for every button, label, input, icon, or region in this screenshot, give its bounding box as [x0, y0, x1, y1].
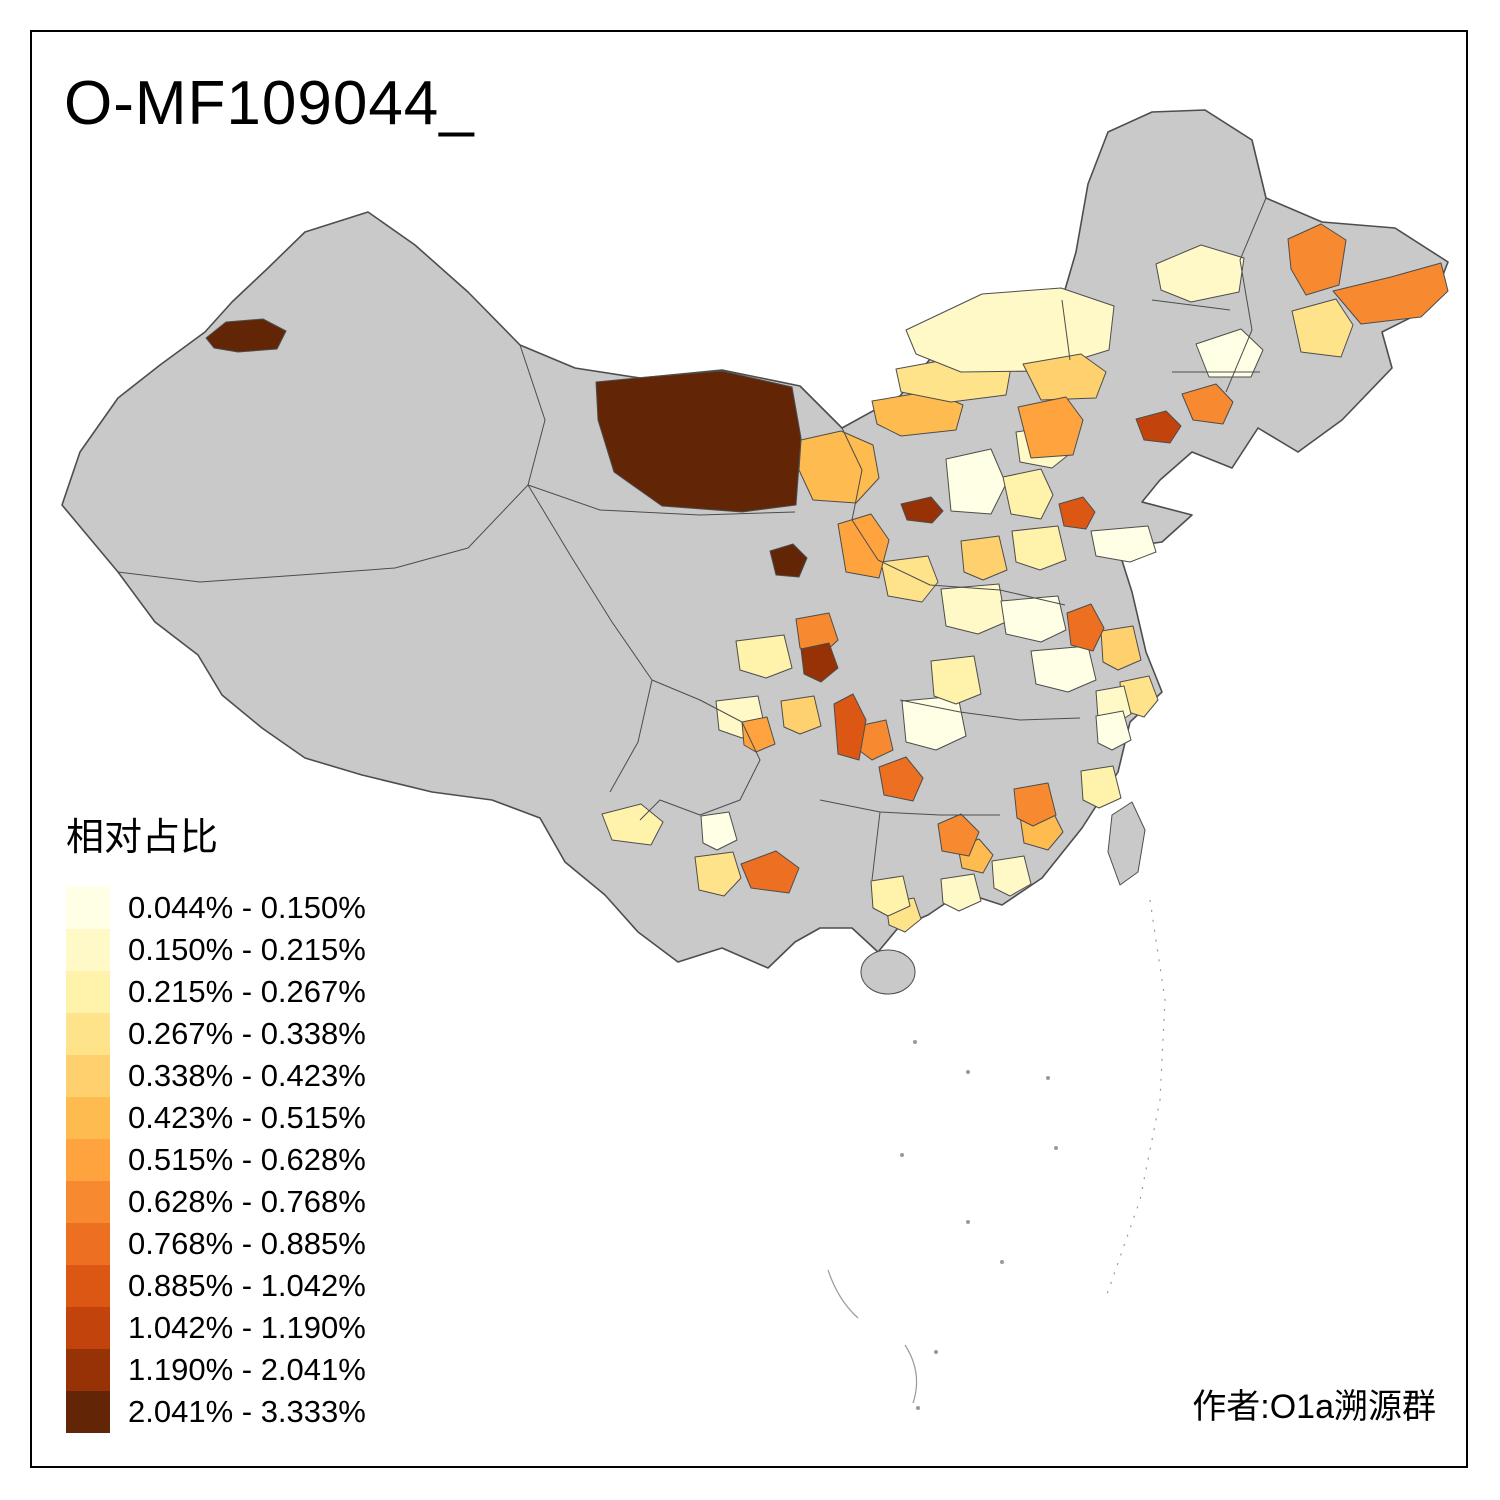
legend-swatch	[66, 1055, 110, 1097]
legend-item: 0.044% - 0.150%	[66, 887, 366, 929]
legend-swatch	[66, 887, 110, 929]
legend-label: 0.044% - 0.150%	[128, 890, 366, 925]
legend-swatch	[66, 1265, 110, 1307]
legend-item: 0.515% - 0.628%	[66, 1139, 366, 1181]
province-borders	[117, 197, 1267, 881]
legend-item: 0.215% - 0.267%	[66, 971, 366, 1013]
legend-label: 1.042% - 1.190%	[128, 1310, 366, 1345]
legend-item: 0.628% - 0.768%	[66, 1181, 366, 1223]
legend-item: 0.423% - 0.515%	[66, 1097, 366, 1139]
legend-title: 相对占比	[66, 817, 219, 859]
legend-swatch	[66, 1223, 110, 1265]
taiwan-island	[1107, 801, 1146, 886]
legend-swatch	[66, 1181, 110, 1223]
legend-swatch	[66, 1097, 110, 1139]
legend-label: 1.190% - 2.041%	[128, 1352, 366, 1387]
legend-swatch	[66, 1307, 110, 1349]
legend-item: 1.190% - 2.041%	[66, 1349, 366, 1391]
hainan-island	[860, 949, 916, 995]
legend-swatch	[66, 1139, 110, 1181]
legend-item: 0.768% - 0.885%	[66, 1223, 366, 1265]
legend: 相对占比 0.044% - 0.150% 0.150% - 0.215% 0.2…	[66, 806, 366, 1433]
legend-label: 0.267% - 0.338%	[128, 1016, 366, 1051]
legend-item: 0.338% - 0.423%	[66, 1055, 366, 1097]
legend-label: 0.628% - 0.768%	[128, 1184, 366, 1219]
legend-label: 0.515% - 0.628%	[128, 1142, 366, 1177]
legend-item: 0.885% - 1.042%	[66, 1265, 366, 1307]
legend-swatch	[66, 1391, 110, 1433]
south-china-sea-features	[827, 899, 1166, 1410]
legend-item: 1.042% - 1.190%	[66, 1307, 366, 1349]
legend-swatch	[66, 971, 110, 1013]
legend-label: 0.885% - 1.042%	[128, 1268, 366, 1303]
choropleth-regions	[205, 223, 1449, 933]
legend-label: 0.338% - 0.423%	[128, 1058, 366, 1093]
legend-swatch	[66, 1013, 110, 1055]
attribution-text: 作者:O1a溯源群	[1192, 1388, 1436, 1426]
legend-label: 0.150% - 0.215%	[128, 932, 366, 967]
legend-label: 0.423% - 0.515%	[128, 1100, 366, 1135]
legend-label: 0.215% - 0.267%	[128, 974, 366, 1009]
legend-label: 0.768% - 0.885%	[128, 1226, 366, 1261]
legend-item: 0.267% - 0.338%	[66, 1013, 366, 1055]
legend-swatch	[66, 929, 110, 971]
legend-item: 0.150% - 0.215%	[66, 929, 366, 971]
legend-label: 2.041% - 3.333%	[128, 1394, 366, 1429]
page-title: O-MF109044_	[64, 69, 475, 138]
legend-item: 2.041% - 3.333%	[66, 1391, 366, 1433]
legend-swatch	[66, 1349, 110, 1391]
